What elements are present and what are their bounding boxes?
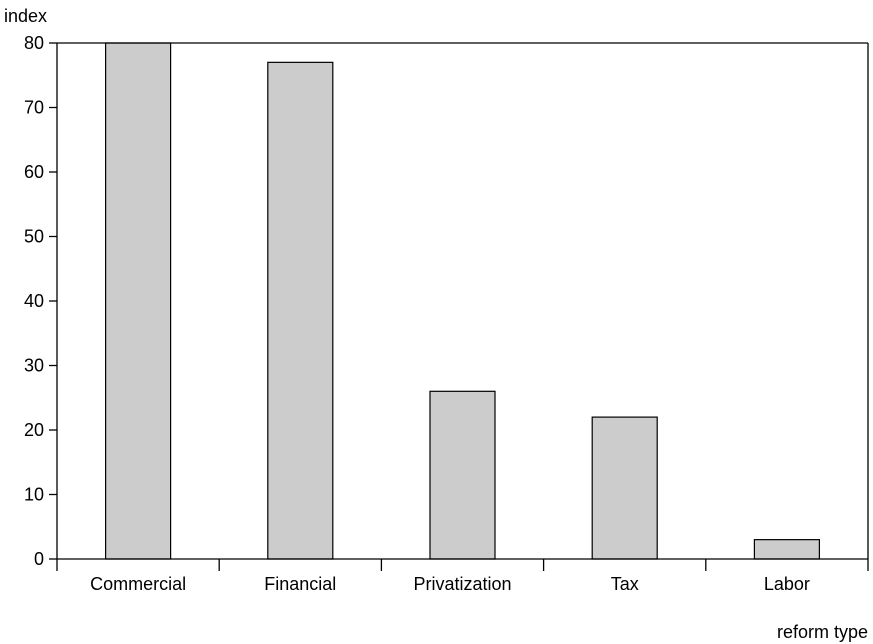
plot-area: 0 10 20 30 40 50 60 70 80 Commercial Financial Priv…: [24, 33, 869, 594]
bar-labor: [753, 539, 821, 560]
x-tick-label-privatization: Privatization: [413, 574, 511, 594]
y-tick-label-70: 70: [24, 98, 44, 118]
y-tick-label-40: 40: [24, 291, 44, 311]
x-tick-label-commercial: Commercial: [90, 574, 186, 594]
y-tick-label-60: 60: [24, 162, 44, 182]
x-axis-label: reform type: [777, 622, 868, 642]
x-tick-label-labor: Labor: [764, 574, 810, 594]
y-tick-label-50: 50: [24, 227, 44, 247]
y-tick-label-0: 0: [34, 549, 44, 569]
bar-commercial: [104, 42, 172, 560]
x-tick-label-financial: Financial: [264, 574, 336, 594]
bar-privatization: [429, 390, 496, 560]
x-tick-label-tax: Tax: [611, 574, 639, 594]
y-tick-label-80: 80: [24, 33, 44, 53]
bar-financial: [267, 61, 334, 560]
bar-tax: [591, 416, 658, 560]
y-tick-label-30: 30: [24, 356, 44, 376]
y-axis-label: index: [4, 6, 47, 26]
y-tick-label-10: 10: [24, 485, 44, 505]
y-tick-label-20: 20: [24, 420, 44, 440]
